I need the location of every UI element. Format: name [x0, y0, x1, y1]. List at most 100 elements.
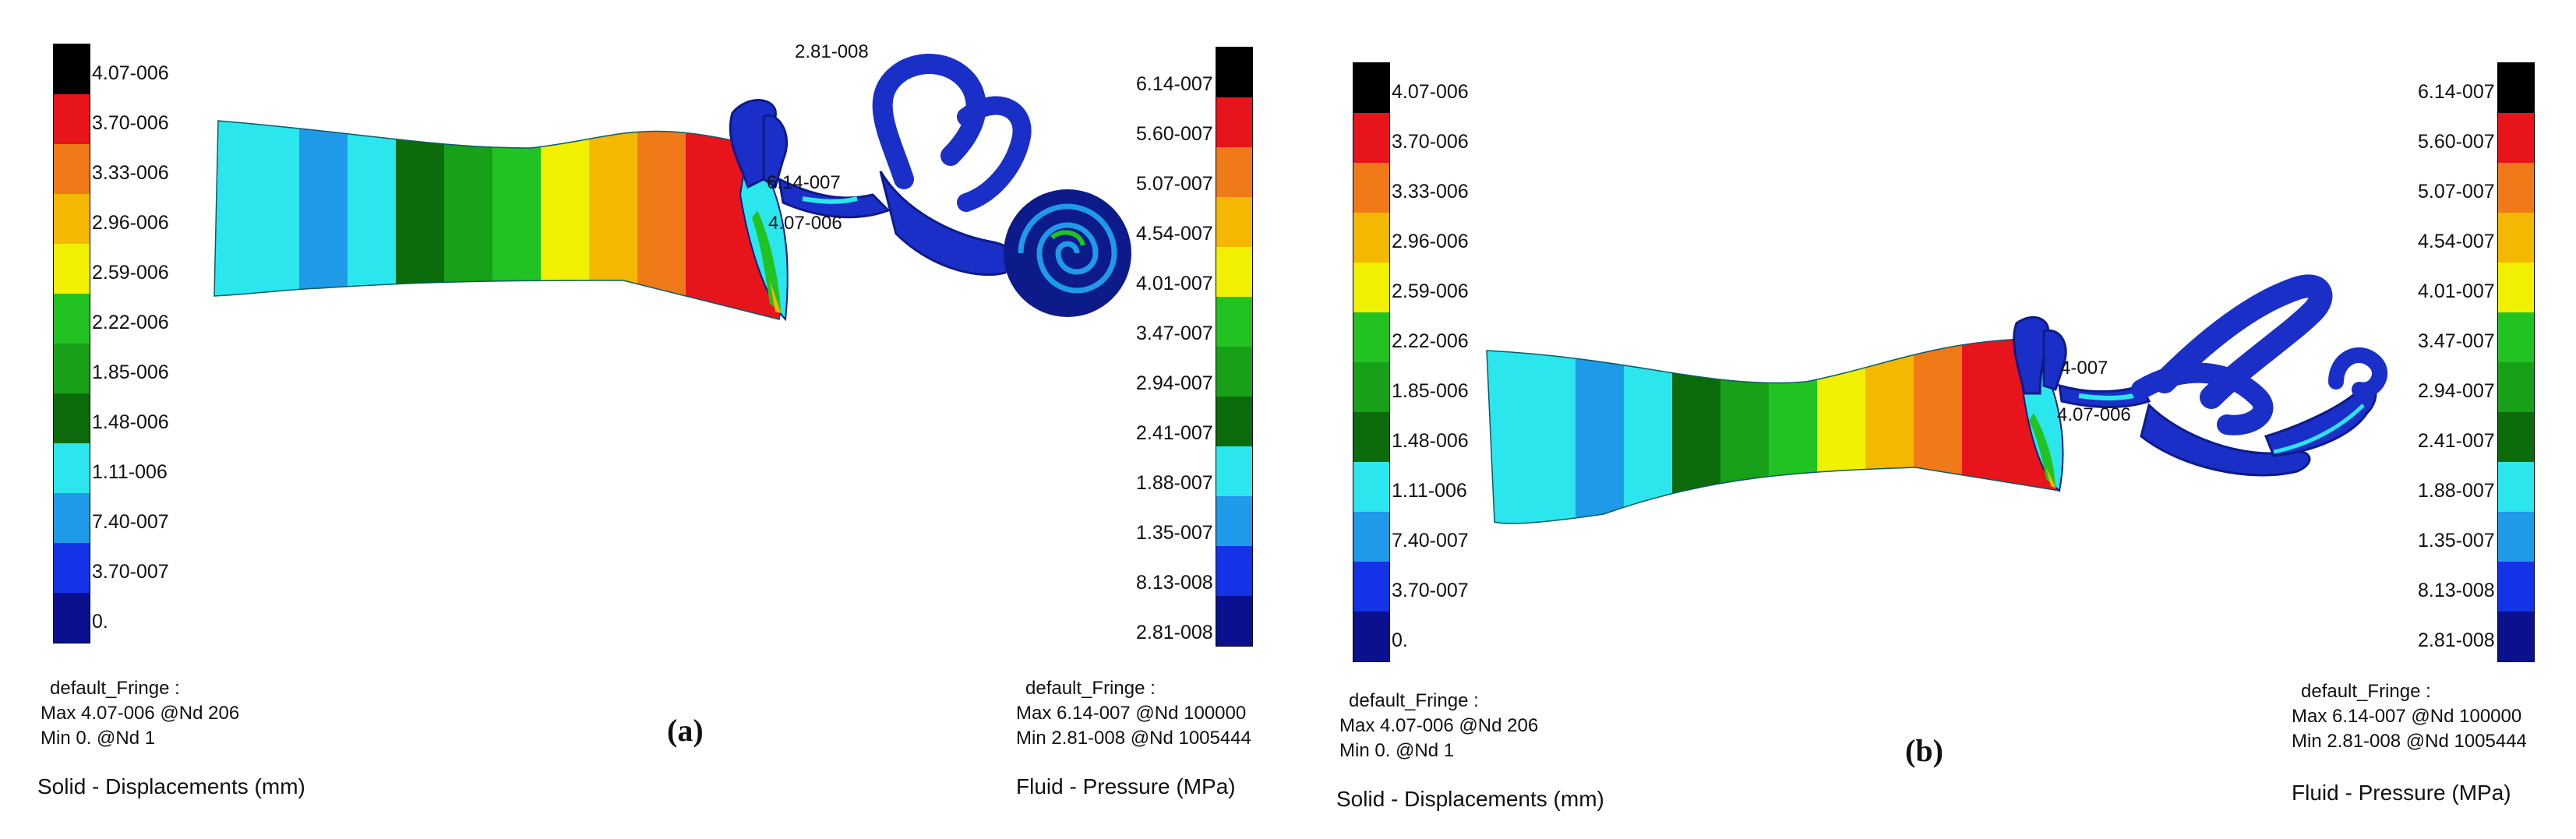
- stapes-highlight: [802, 196, 858, 204]
- colorbar-tick-label: 0.: [92, 611, 108, 633]
- colorbar-tick-label: 2.59-006: [92, 262, 169, 284]
- colorbar-tick-label: 1.88-007: [1136, 472, 1213, 494]
- fluid-colorbar: [1216, 47, 1253, 647]
- colorbar-tick-label: 2.59-006: [1392, 280, 1469, 302]
- colorbar-tick-label: 2.22-006: [1392, 330, 1469, 352]
- colorbar-swatch: [1353, 213, 1389, 263]
- colorbar-swatch: [1353, 562, 1389, 612]
- canal-band: [1672, 339, 1721, 523]
- fluid-bar-title: Fluid - Pressure (MPa): [1016, 774, 1236, 798]
- colorbar-swatch: [54, 443, 90, 493]
- canal-band: [589, 121, 638, 319]
- colorbar-tick-label: 3.33-006: [92, 162, 169, 184]
- colorbar-swatch: [1216, 446, 1252, 496]
- colorbar-swatch: [2498, 562, 2534, 612]
- canal-band: [637, 121, 686, 319]
- vestibule: [2140, 403, 2311, 477]
- colorbar-tick-label: 4.54-007: [1136, 223, 1213, 245]
- colorbar-swatch: [1353, 612, 1389, 661]
- colorbar-swatch: [54, 543, 90, 593]
- colorbar-swatch: [1353, 263, 1389, 312]
- colorbar-tick-label: 1.85-006: [92, 361, 169, 383]
- colorbar-tick-label: 0.: [1392, 629, 1408, 651]
- colorbar-tick-label: 2.81-008: [1136, 622, 1213, 643]
- colorbar-tick-label: 6.14-007: [2418, 81, 2495, 103]
- membrane-green: [2029, 413, 2056, 487]
- canal-band: [1720, 339, 1770, 523]
- cochlea-spiral: [1018, 203, 1117, 294]
- value-callout: 4.07-006: [768, 213, 842, 234]
- ear-canal: [214, 121, 783, 319]
- colorbar-swatch: [1353, 63, 1389, 113]
- colorbar-tick-label: 2.41-007: [1136, 422, 1213, 444]
- canal-band: [541, 121, 590, 319]
- colorbar-tick-label: 3.33-006: [1392, 181, 1469, 203]
- colorbar-tick-label: 1.48-006: [92, 411, 169, 433]
- value-callout: 6.14-007: [767, 172, 841, 193]
- solid-legend-line1: default_Fringe :: [1349, 690, 1479, 711]
- solid-bar-title: Solid - Displacements (mm): [1336, 787, 1604, 811]
- colorbar-swatch: [2498, 113, 2534, 163]
- canal-band: [1487, 339, 1528, 523]
- colorbar-swatch: [2498, 163, 2534, 213]
- colorbar-tick-label: 3.70-006: [92, 112, 169, 134]
- colorbar-tick-label: 6.14-007: [1136, 73, 1213, 95]
- fluid-legend-line1: default_Fringe :: [2301, 681, 2431, 702]
- fluid-colorbar: [2497, 62, 2535, 662]
- colorbar-swatch: [54, 44, 90, 94]
- solid-legend-line1: default_Fringe :: [50, 678, 180, 699]
- canal-band: [299, 121, 348, 319]
- canal-band: [251, 121, 300, 319]
- colorbar-tick-label: 4.07-006: [92, 62, 169, 84]
- colorbar-swatch: [1216, 397, 1252, 446]
- colorbar-tick-label: 3.70-006: [1392, 131, 1469, 153]
- panel-a: 4.07-006 3.70-006 3.33-006 2.96-006 2.59-006…: [37, 41, 1253, 798]
- solid-bar-title: Solid - Displacements (mm): [37, 774, 305, 798]
- colorbar-swatch: [54, 593, 90, 643]
- colorbar-swatch: [54, 144, 90, 194]
- fluid-legend-min: Min 2.81-008 @Nd 1005444: [1016, 728, 1251, 749]
- colorbar-swatch: [1216, 247, 1252, 297]
- colorbar-swatch: [54, 393, 90, 443]
- colorbar-swatch: [54, 344, 90, 393]
- fluid-legend: default_Fringe : Max 6.14-007 @Nd 100000…: [2292, 679, 2527, 754]
- membrane-hotspot: [2046, 467, 2056, 488]
- incus: [2042, 329, 2067, 391]
- colorbar-tick-label: 2.96-006: [92, 212, 169, 234]
- membrane-green: [752, 210, 781, 312]
- colorbar-tick-label: 4.07-006: [1392, 81, 1469, 103]
- semicircular-canal-superior: [2153, 274, 2333, 409]
- colorbar-swatch: [2498, 312, 2534, 362]
- value-callout: 4-007: [2060, 358, 2108, 379]
- middle-inner-ear-model: 2.81-008 6.14-007 4.07-006: [213, 41, 1131, 322]
- colorbar-tick-label: 7.40-007: [1392, 530, 1469, 552]
- colorbar-swatch: [1216, 496, 1252, 546]
- canal-band: [1769, 339, 1818, 523]
- stapes-highlight: [2078, 393, 2134, 400]
- solid-colorbar: [1353, 62, 1390, 662]
- fluid-legend-max: Max 6.14-007 @Nd 100000: [2292, 706, 2522, 727]
- canal-band: [686, 121, 735, 319]
- colorbar-swatch: [2498, 362, 2534, 412]
- colorbar-swatch: [1353, 462, 1389, 512]
- canal-band: [348, 121, 397, 319]
- colorbar-tick-label: 1.35-007: [1136, 522, 1213, 544]
- canal-band: [214, 121, 252, 319]
- colorbar-swatch: [1216, 97, 1252, 147]
- fluid-legend: default_Fringe : Max 6.14-007 @Nd 100000…: [1016, 676, 1251, 751]
- colorbar-swatch: [54, 244, 90, 294]
- canal-band: [396, 121, 445, 319]
- colorbar-swatch: [1216, 596, 1252, 646]
- colorbar-swatch: [1216, 347, 1252, 397]
- cochlea-spiral: [2328, 347, 2387, 398]
- solid-legend-max: Max 4.07-006 @Nd 206: [1339, 715, 1539, 736]
- colorbar-tick-label: 3.70-007: [92, 561, 169, 583]
- colorbar-tick-label: 4.01-007: [1136, 273, 1213, 294]
- canal-band: [492, 121, 542, 319]
- solid-legend: default_Fringe : Max 4.07-006 @Nd 206 Mi…: [41, 676, 239, 751]
- colorbar-tick-label: 2.96-006: [1392, 231, 1469, 252]
- solid-legend-min: Min 0. @Nd 1: [1339, 740, 1455, 761]
- colorbar-tick-label: 3.47-007: [2418, 330, 2495, 352]
- canal-band: [1914, 339, 1963, 523]
- solid-legend-min: Min 0. @Nd 1: [41, 728, 156, 749]
